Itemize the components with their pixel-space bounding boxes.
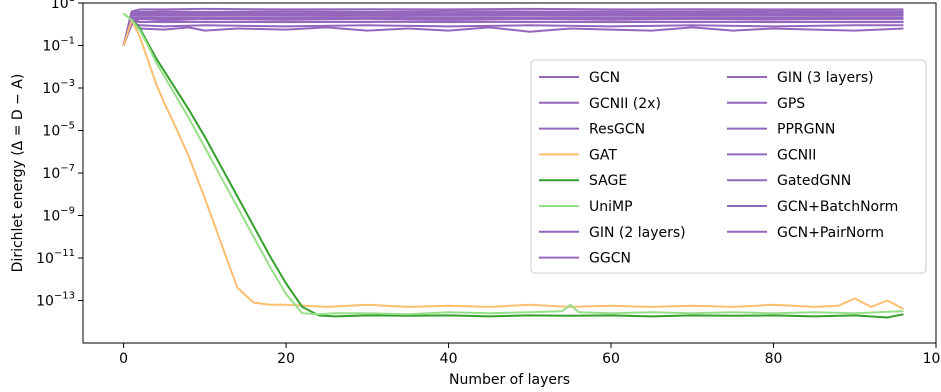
legend-entry-label: SAGE <box>589 173 627 189</box>
x-axis-label: Number of layers <box>449 372 570 388</box>
legend-entry-label: GIN (3 layers) <box>777 70 874 86</box>
y-axis-label: Dirichlet energy (Δ = D − A) <box>10 74 26 273</box>
y-tick-label: 10−5 <box>42 121 75 140</box>
y-tick-label: 10−11 <box>36 248 75 267</box>
series-line-gin-3-layers- <box>122 14 904 46</box>
legend-entry-label: GCNII (2x) <box>589 96 661 112</box>
series-line-gcn-pairnorm <box>122 12 904 46</box>
y-tick-label: 10−13 <box>36 291 75 310</box>
legend-entry-label: ResGCN <box>589 122 645 138</box>
legend-entry-label: GGCN <box>589 251 631 267</box>
series-line-resgcn <box>122 7 904 46</box>
y-tick-label: 10−9 <box>42 206 75 225</box>
legend-entry-label: GIN (2 layers) <box>589 225 686 241</box>
legend-frame <box>530 59 927 274</box>
legend-entry-label: GAT <box>589 147 617 163</box>
legend-entry-label: GPS <box>777 96 805 112</box>
y-tick-label: 10−1 <box>42 36 75 55</box>
series-line-pprgnn <box>122 16 904 46</box>
x-tick-label: 40 <box>440 351 458 367</box>
legend-entry-label: UniMP <box>589 199 633 215</box>
x-tick-label: 20 <box>277 351 295 367</box>
series-line-gcnii <box>122 20 904 46</box>
x-tick-label: 60 <box>602 351 620 367</box>
series-line-gps <box>122 17 904 46</box>
y-tick-label: 10−7 <box>42 163 75 182</box>
legend: GCN GCNII (2x) ResGCN GAT SAGE UniMP GIN (2 la… <box>530 59 927 274</box>
legend-entry-label: PPRGNN <box>777 122 835 138</box>
series-line-unimp <box>122 12 904 316</box>
legend-entry-label: GatedGNN <box>777 173 851 189</box>
series-line-gat <box>122 19 904 310</box>
series-line-gatedgnn <box>122 16 904 46</box>
y-tick-label: 10−3 <box>42 78 75 97</box>
legend-entry-label: GCN <box>589 70 620 86</box>
x-tick-label: 0 <box>119 351 128 367</box>
x-tick-label: 80 <box>765 351 783 367</box>
x-tick-label: 100 <box>923 351 941 367</box>
series-line-sage <box>122 12 904 319</box>
legend-entry-label: GCN+BatchNorm <box>777 199 898 215</box>
series-layer <box>122 7 904 319</box>
ticks-layer: 0 20 40 60 80 100 101 10−1 10−3 10−5 10−7 10−9 10−11… <box>36 0 941 367</box>
legend-entry-label: GCNII <box>777 147 816 163</box>
legend-entry-label: GCN+PairNorm <box>777 225 884 241</box>
y-tick-label: 101 <box>51 0 75 12</box>
series-line-gcn-batchnorm <box>122 10 904 46</box>
series-line-ggcn <box>122 23 904 46</box>
